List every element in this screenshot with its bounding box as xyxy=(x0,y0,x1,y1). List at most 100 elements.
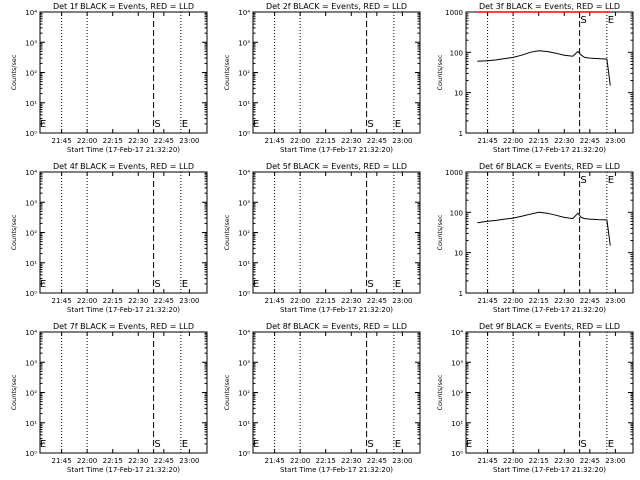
marker-e: E xyxy=(608,175,614,186)
plot-frame xyxy=(465,331,634,454)
plot-title: Det 4f BLACK = Events, RED = LLD xyxy=(53,162,194,171)
x-tick-label: 22:15 xyxy=(529,297,549,305)
y-tick-label: 10⁴ xyxy=(25,329,37,337)
y-tick-label: 10⁰ xyxy=(25,450,37,458)
x-tick-label: 22:30 xyxy=(341,137,361,145)
x-axis-label: Start Time (17-Feb-17 21:32:20) xyxy=(67,146,180,154)
y-tick-label: 10¹ xyxy=(25,100,37,108)
x-tick-label: 23:00 xyxy=(605,137,625,145)
marker-e-left: E xyxy=(253,119,259,130)
y-tick-label: 10² xyxy=(238,390,250,398)
y-tick-label: 10² xyxy=(451,390,463,398)
x-tick-label: 21:45 xyxy=(264,297,284,305)
x-tick-label: 23:00 xyxy=(392,297,412,305)
y-axis-label: Counts/sec xyxy=(436,214,444,250)
x-tick-label: 22:45 xyxy=(580,457,600,465)
x-tick-label: 21:45 xyxy=(51,137,71,145)
series-line xyxy=(477,211,611,246)
y-axis-label: Counts/sec xyxy=(223,214,231,250)
marker-e-left: E xyxy=(40,439,46,450)
y-tick-label: 10⁴ xyxy=(25,9,37,17)
x-axis-label: Start Time (17-Feb-17 21:32:20) xyxy=(493,466,606,474)
x-tick-label: 22:00 xyxy=(503,457,523,465)
x-tick-label: 22:00 xyxy=(290,457,310,465)
y-tick-label: 10³ xyxy=(25,199,37,207)
x-tick-label: 21:45 xyxy=(51,297,71,305)
y-tick-label: 10⁰ xyxy=(451,450,463,458)
y-tick-label: 10 xyxy=(454,250,463,258)
marker-e-left: E xyxy=(40,279,46,290)
marker-e-left: E xyxy=(466,439,472,450)
x-tick-label: 23:00 xyxy=(605,297,625,305)
x-axis-label: Start Time (17-Feb-17 21:32:20) xyxy=(280,146,393,154)
y-tick-label: 10⁴ xyxy=(238,329,250,337)
y-tick-label: 1 xyxy=(459,130,463,138)
y-tick-label: 10⁴ xyxy=(238,9,250,17)
x-tick-label: 21:45 xyxy=(264,137,284,145)
y-tick-label: 10⁴ xyxy=(451,329,463,337)
y-axis-label: Counts/sec xyxy=(10,374,18,410)
plot-title: Det 9f BLACK = Events, RED = LLD xyxy=(479,322,620,331)
plot-frame xyxy=(39,171,208,294)
marker-e-left: E xyxy=(253,279,259,290)
x-tick-label: 22:30 xyxy=(128,457,148,465)
y-tick-label: 10² xyxy=(25,390,37,398)
x-tick-label: 22:45 xyxy=(154,457,174,465)
marker-e: E xyxy=(608,439,614,450)
x-tick-label: 23:00 xyxy=(605,457,625,465)
plot-frame xyxy=(252,331,421,454)
y-axis-label: Counts/sec xyxy=(223,54,231,90)
marker-e-left: E xyxy=(40,119,46,130)
x-tick-label: 22:00 xyxy=(503,137,523,145)
y-tick-label: 10¹ xyxy=(238,100,250,108)
marker-e-left: E xyxy=(253,439,259,450)
x-axis-label: Start Time (17-Feb-17 21:32:20) xyxy=(67,466,180,474)
x-tick-label: 22:30 xyxy=(128,297,148,305)
x-tick-label: 22:00 xyxy=(77,297,97,305)
plot-title: Det 5f BLACK = Events, RED = LLD xyxy=(266,162,407,171)
y-tick-label: 1 xyxy=(459,290,463,298)
plot-frame xyxy=(252,171,421,294)
y-tick-label: 10⁰ xyxy=(238,290,250,298)
marker-e: E xyxy=(395,119,401,130)
x-tick-label: 23:00 xyxy=(179,137,199,145)
plot-title: Det 7f BLACK = Events, RED = LLD xyxy=(53,322,194,331)
x-tick-label: 22:45 xyxy=(367,137,387,145)
y-tick-label: 10³ xyxy=(238,39,250,47)
x-tick-label: 22:00 xyxy=(503,297,523,305)
y-tick-label: 10⁰ xyxy=(238,450,250,458)
y-axis-label: Counts/sec xyxy=(10,214,18,250)
y-tick-label: 10³ xyxy=(238,199,250,207)
x-tick-label: 21:45 xyxy=(477,137,497,145)
y-axis-label: Counts/sec xyxy=(436,54,444,90)
x-tick-label: 22:45 xyxy=(367,297,387,305)
x-axis-label: Start Time (17-Feb-17 21:32:20) xyxy=(280,466,393,474)
y-tick-label: 10¹ xyxy=(238,260,250,268)
plot-title: Det 3f BLACK = Events, RED = LLD xyxy=(479,2,620,11)
y-tick-label: 1000 xyxy=(445,9,463,17)
y-tick-label: 100 xyxy=(450,209,463,217)
x-tick-label: 22:45 xyxy=(367,457,387,465)
y-tick-label: 10² xyxy=(238,70,250,78)
y-tick-label: 10³ xyxy=(238,359,250,367)
plot-frame xyxy=(465,11,634,134)
plot-title: Det 8f BLACK = Events, RED = LLD xyxy=(266,322,407,331)
x-tick-label: 22:15 xyxy=(103,457,123,465)
y-axis-label: Counts/sec xyxy=(223,374,231,410)
x-axis-label: Start Time (17-Feb-17 21:32:20) xyxy=(67,306,180,314)
plot-frame xyxy=(465,171,634,294)
y-axis-label: Counts/sec xyxy=(436,374,444,410)
y-tick-label: 10¹ xyxy=(25,260,37,268)
x-tick-label: 22:30 xyxy=(554,297,574,305)
x-tick-label: 22:30 xyxy=(341,457,361,465)
x-tick-label: 22:15 xyxy=(103,297,123,305)
marker-s: S xyxy=(367,119,373,130)
marker-e: E xyxy=(395,439,401,450)
marker-e: E xyxy=(608,15,614,26)
y-tick-label: 10⁰ xyxy=(238,130,250,138)
marker-e: E xyxy=(182,279,188,290)
x-tick-label: 21:45 xyxy=(477,297,497,305)
x-tick-label: 22:30 xyxy=(128,137,148,145)
x-tick-label: 22:15 xyxy=(316,457,336,465)
